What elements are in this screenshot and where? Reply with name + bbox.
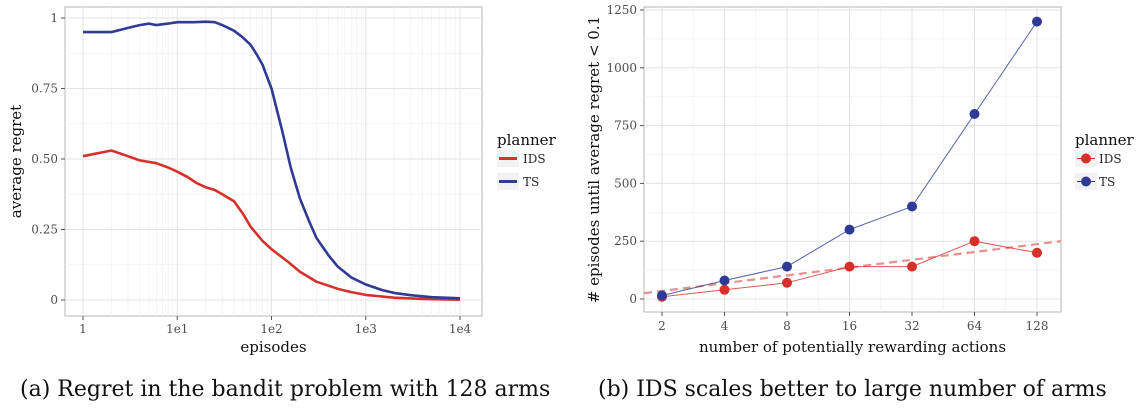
panel-b-chart: 2 4 8 16 32 64 128 0 250 500 750 1000 1250 number of… [585,3,1135,356]
panel-b-point-ts [844,224,855,235]
panel-b-y-tick-label: 500 [614,176,637,190]
panel-b-legend-dot-ids [1081,153,1091,164]
panel-b-x-axis-title: number of potentially rewarding actions [699,338,1006,356]
panel-b-point-ids [719,284,730,295]
panel-b-y-axis-title: # episodes until average regret < 0.1 [585,16,603,303]
panel-a-grid [65,7,482,316]
panel-a-y-tick-label: 0 [50,293,58,307]
panel-a-y-tick-label: 1 [50,11,58,25]
panel-a-series-line-ts [83,20,461,300]
panel-b-point-ids [969,236,980,247]
panel-b-legend-label-ids: IDS [1099,152,1122,166]
panel-b-point-ts [1032,16,1042,27]
panel-a-legend-label-ids: IDS [523,152,546,166]
panel-b-point-ids [844,261,855,272]
panel-b-point-ids [782,277,792,288]
panel-b-y-tick-label: 1000 [606,61,637,75]
panel-a-x-tick-label: 1e2 [260,322,282,336]
panel-b-x-tick-label: 8 [783,319,791,333]
panel-a-x-tick-label: 1e4 [449,322,472,336]
panel-b-x-tick-label: 32 [904,319,919,333]
panel-a-chart: 1 1e1 1e2 1e3 1e4 0 0.25 0.50 0.75 1 episodes ave… [7,6,557,356]
panel-a-legend: planner IDS TS [497,131,557,190]
panel-a-x-tick-label: 1e3 [355,322,377,336]
panel-b-y-tick-label: 750 [614,119,637,133]
panel-b-legend-title: planner [1075,131,1135,149]
panel-a-series [82,20,461,301]
panel-b-point-ids [1032,247,1042,258]
panel-a-y-tick-label: 0.75 [31,82,58,96]
panel-a-y-tick-label: 0.25 [31,223,58,237]
panel-b-point-ts [969,109,980,119]
panel-b-legend-dot-ts [1081,176,1091,187]
panel-a-y-tick-label: 0.50 [31,152,58,166]
panel-b-x-tick-label: 64 [967,319,983,333]
caption-a: (a) Regret in the bandit problem with 12… [20,377,550,402]
panel-b-point-ids [907,261,917,272]
panel-b-series [643,16,1062,302]
panel-b-x-tick-label: 4 [721,319,729,333]
panel-b-legend-label-ts: TS [1099,175,1115,189]
panel-a-series-line-ids [82,149,461,301]
panel-b-y-tick-label: 250 [614,234,637,248]
panel-a-x-tick-label: 1 [79,322,87,336]
panel-b-ticks: 2 4 8 16 32 64 128 0 250 500 750 1000 1250 [606,3,1048,333]
panel-b-point-ts [657,290,667,301]
panel-a-legend-title: planner [497,131,557,149]
panel-a-x-axis-title: episodes [240,338,306,356]
panel-b-plot-background [643,6,1062,313]
panel-a-y-axis-title: average regret [7,105,25,218]
panel-b-x-tick-label: 2 [658,319,666,333]
panel-a-legend-label-ts: TS [523,175,539,189]
panel-b-x-tick-label: 16 [842,319,857,333]
panel-b-point-ts [719,275,730,286]
panel-b-y-tick-label: 0 [629,292,637,306]
panel-a-x-tick-label: 1e1 [166,322,188,336]
caption-b: (b) IDS scales better to large number of… [598,377,1107,402]
panel-b-point-ts [782,261,792,272]
panel-b-legend: planner IDS TS [1075,131,1135,190]
panel-b-x-tick-label: 128 [1026,319,1049,333]
panel-b-y-tick-label: 1250 [606,3,637,17]
panel-a-ticks: 1 1e1 1e2 1e3 1e4 0 0.25 0.50 0.75 1 [31,11,471,336]
panel-b-grid [644,7,1061,312]
panel-b-point-ts [907,201,917,212]
